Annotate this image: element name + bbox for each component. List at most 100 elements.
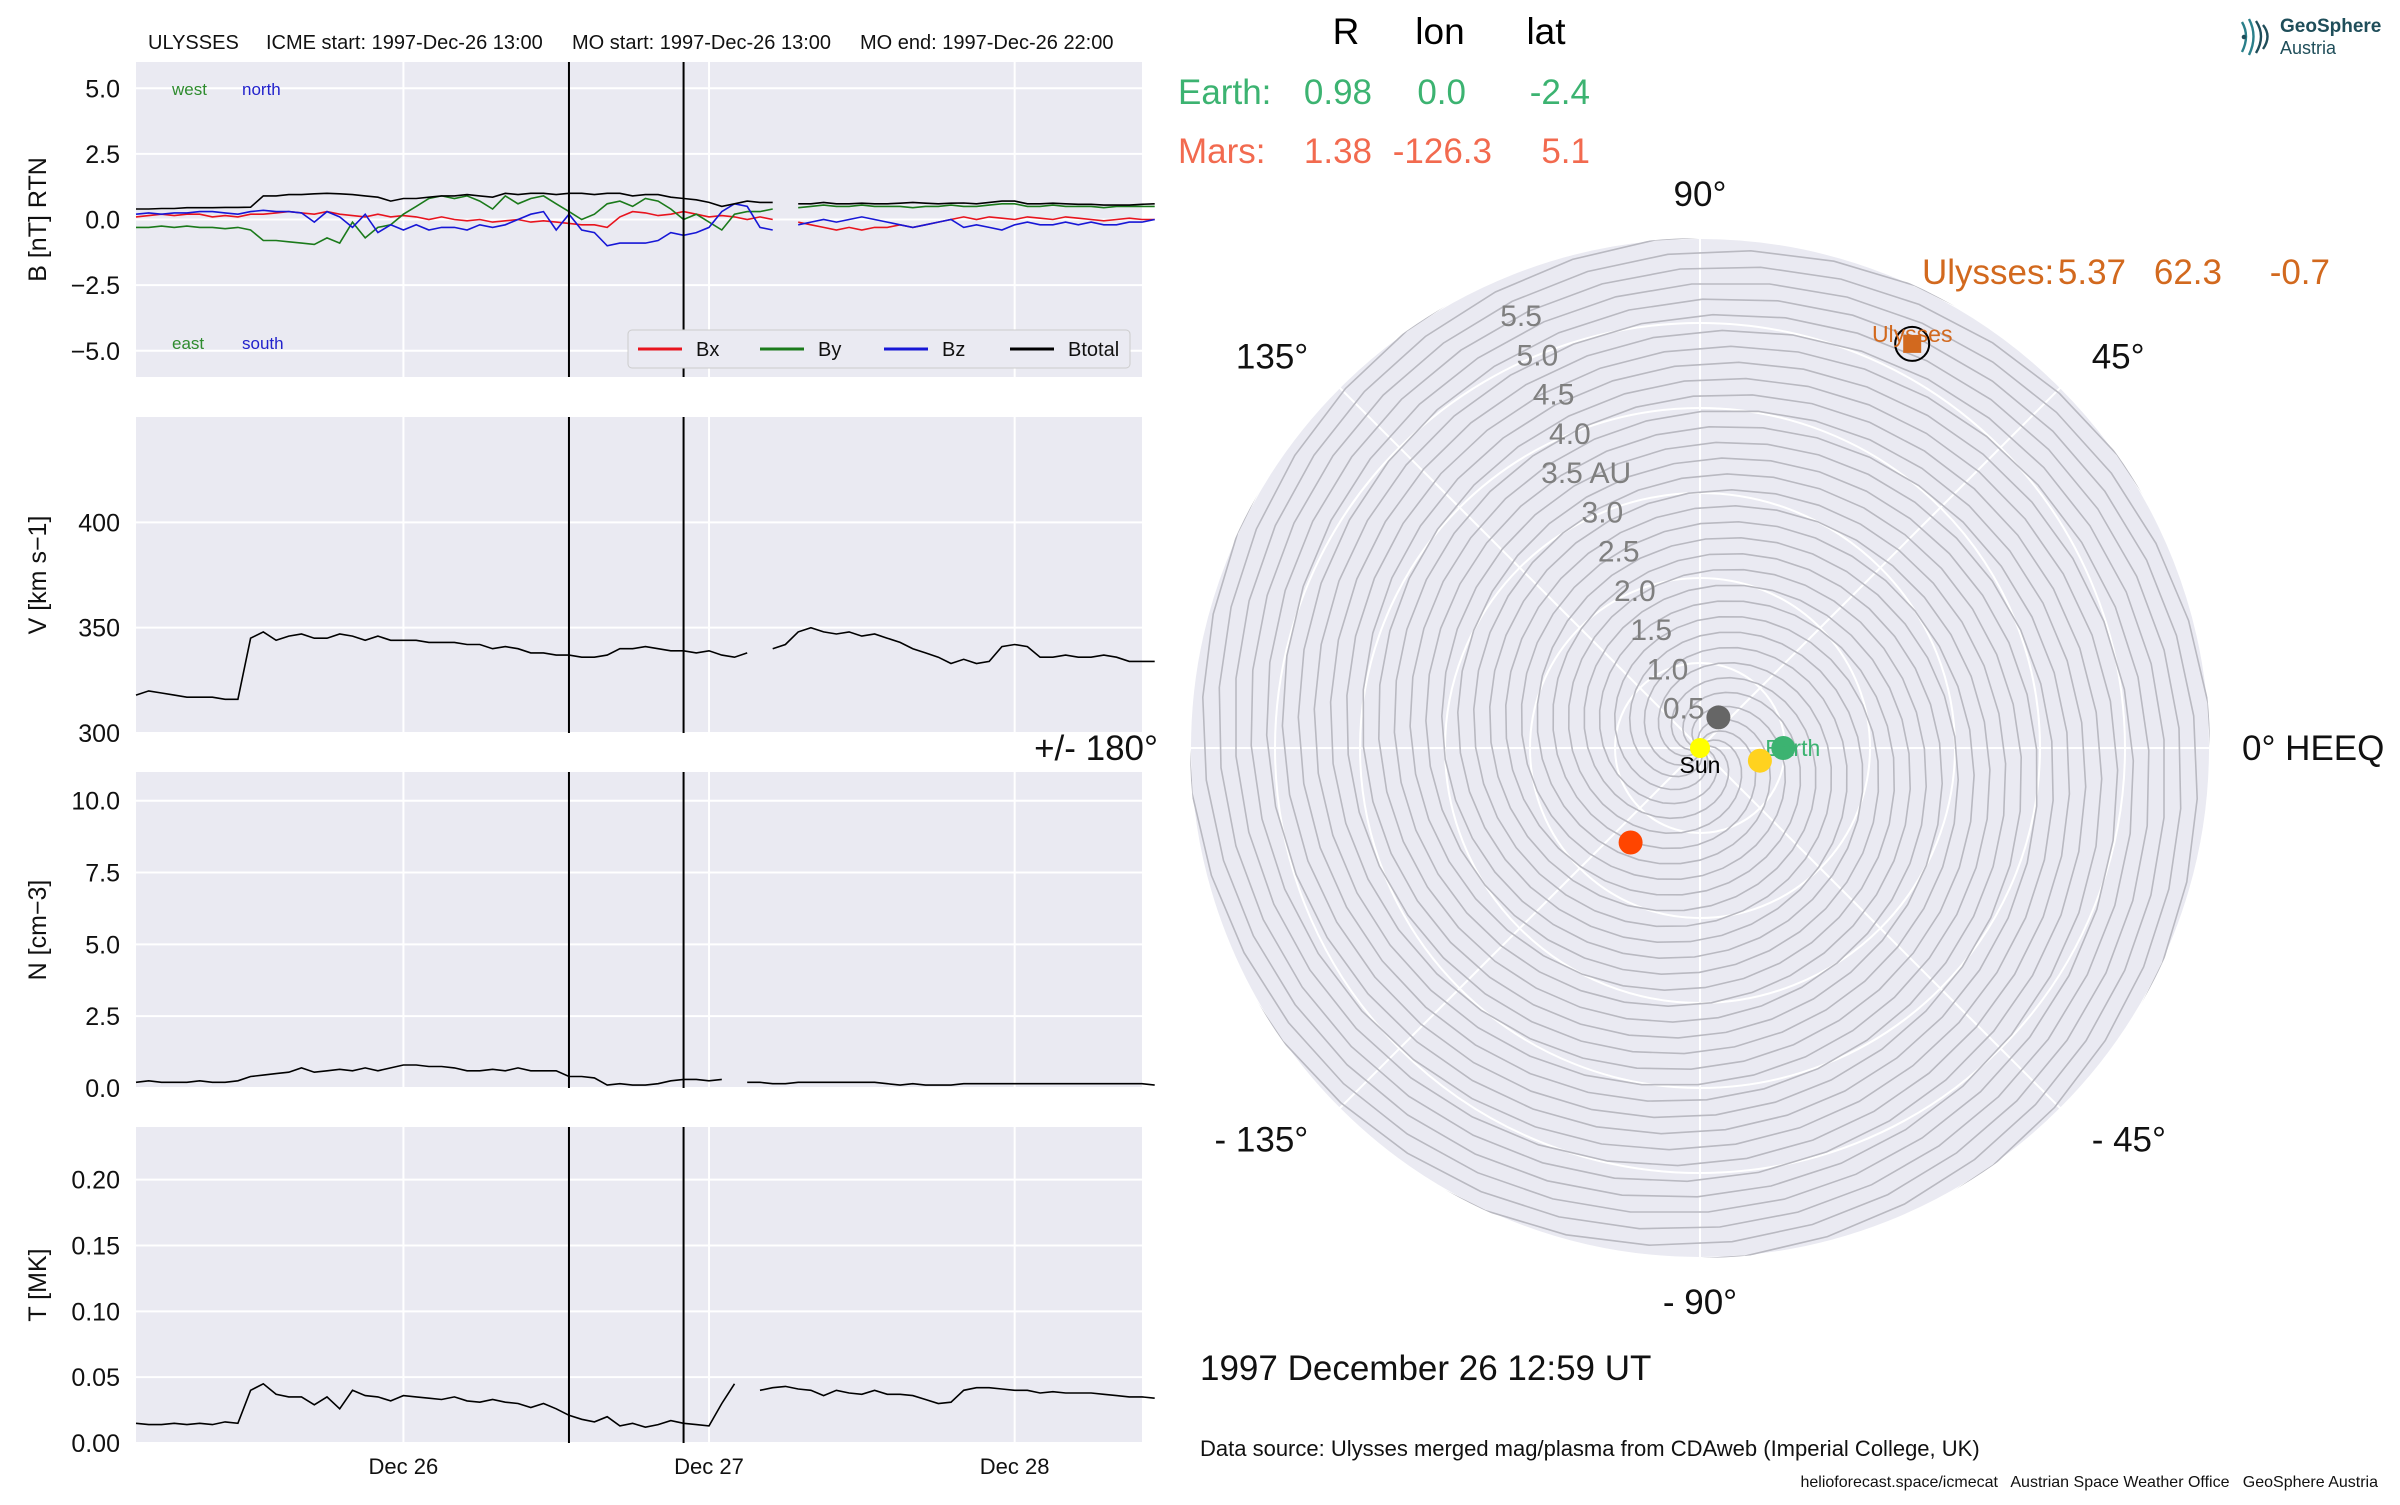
panel-n: 0.0 2.5 5.0 7.5 10.0 N [cm−3] — [24, 772, 1155, 1103]
polar-plot: 0.5 1.0 1.5 2.0 2.5 3.0 3.5 AU 4.0 4.5 5.0 5.5 0° H… — [1034, 11, 2384, 1322]
parker-spiral — [1190, 283, 2210, 1258]
parker-spiral — [1190, 238, 2210, 1230]
y-tick-label: 5.0 — [85, 75, 120, 103]
legend: Bx By Bz Btotal — [627, 329, 1131, 369]
radial-tick-label: 1.0 — [1647, 654, 1689, 687]
angular-gridline — [1699, 747, 2062, 1110]
body-marker — [1747, 748, 1772, 773]
body-marker — [1618, 830, 1643, 855]
annotation-south: south — [242, 334, 284, 353]
angle-label: 90° — [1674, 175, 1727, 214]
table-cell-r: 5.37 — [2058, 253, 2126, 292]
table-row: Mars: 1.38 -126.3 5.1 — [1178, 132, 1590, 171]
x-tick-label: Dec 28 — [980, 1454, 1050, 1479]
radial-tick-label: 5.0 — [1517, 339, 1559, 372]
annotation-west: west — [171, 80, 207, 99]
angle-label: 135° — [1236, 337, 1308, 376]
y-tick-label: 10.0 — [71, 788, 120, 816]
logo-line-2: Austria — [2280, 38, 2337, 58]
legend-frame — [627, 329, 1131, 369]
y-axis-label: T [MK] — [24, 1248, 52, 1321]
table-cell-lat: -0.7 — [2270, 253, 2330, 292]
logo-mark-icon — [2240, 18, 2269, 56]
series-line — [135, 1382, 1155, 1429]
mo-end-label: MO end: 1997-Dec-26 22:00 — [860, 32, 1114, 54]
radial-tick-label: 1.5 — [1630, 614, 1672, 647]
table-header: lon — [1415, 11, 1464, 52]
date-label: 1997 December 26 12:59 UT — [1200, 1349, 1651, 1388]
body-label: Sun — [1680, 752, 1721, 778]
body-ulysses: Ulysses — [1872, 321, 1953, 362]
annotation-north: north — [242, 80, 281, 99]
series-line — [135, 626, 1155, 701]
series-line-btotal — [136, 192, 1155, 210]
angle-label: +/- 180° — [1034, 729, 1158, 768]
table-cell-r: 0.98 — [1304, 73, 1372, 112]
data-source-label: Data source: Ulysses merged mag/plasma f… — [1200, 1436, 1980, 1461]
table-cell-lat: -2.4 — [1530, 73, 1590, 112]
radial-tick-label: 2.0 — [1614, 575, 1656, 608]
logo-line-1: GeoSphere — [2280, 16, 2382, 37]
y-axis-label: N [cm−3] — [24, 880, 52, 981]
body-marker — [1706, 705, 1731, 730]
panel-background — [136, 772, 1142, 1088]
legend-label-btotal: Btotal — [1068, 339, 1119, 361]
parker-spiral — [1235, 238, 2210, 1258]
y-tick-label: 300 — [78, 720, 120, 748]
legend-label-bz: Bz — [942, 339, 965, 361]
body-marker — [1771, 736, 1796, 760]
parker-spiral — [1218, 238, 2210, 1258]
y-tick-label: −2.5 — [71, 272, 120, 300]
y-axis-label: B [nT] RTN — [24, 157, 52, 282]
annotation-east: east — [172, 334, 204, 353]
series-line — [135, 1064, 1155, 1086]
y-tick-label: 5.0 — [85, 931, 120, 959]
body-mercury — [1706, 705, 1731, 730]
angle-label: - 90° — [1663, 1283, 1737, 1322]
x-tick-label: Dec 26 — [369, 1454, 439, 1479]
radial-tick-label: 4.5 — [1533, 379, 1575, 412]
series-line-by — [136, 194, 1155, 246]
body-earth: Earth — [1765, 735, 1820, 761]
y-tick-label: 0.10 — [71, 1298, 120, 1326]
y-axis-label: V [km s−1] — [24, 516, 52, 635]
body-marker-ring — [1894, 325, 1931, 362]
angular-gridline — [1699, 386, 2062, 749]
angular-gridline — [1338, 386, 1701, 749]
y-tick-label: 0.15 — [71, 1233, 120, 1261]
body-marker — [1903, 334, 1922, 353]
panel-t: 0.00 0.05 0.10 0.15 0.20 T [MK] Dec 26 Dec 27 De… — [24, 1127, 1155, 1479]
y-tick-label: 400 — [78, 509, 120, 537]
radial-tick-label: 3.5 AU — [1541, 457, 1631, 490]
legend-label-bx: Bx — [696, 339, 719, 361]
body-marker — [1690, 738, 1710, 758]
y-tick-label: 7.5 — [85, 860, 120, 888]
y-tick-label: 0.0 — [85, 207, 120, 235]
body-label: Ulysses — [1872, 321, 1953, 347]
panel-b: −5.0 −2.5 0.0 2.5 5.0 B [nT] RTN west north east… — [24, 62, 1155, 377]
table-body-name: Mars: — [1178, 132, 1266, 171]
y-tick-label: 350 — [78, 615, 120, 643]
radial-tick-label: 5.5 — [1500, 300, 1542, 333]
table-row: Earth: 0.98 0.0 -2.4 — [1178, 73, 1590, 112]
parker-spiral — [1190, 266, 2210, 1258]
y-tick-label: 0.20 — [71, 1167, 120, 1195]
geosphere-logo: GeoSphere Austria — [2236, 14, 2386, 62]
y-tick-label: 2.5 — [85, 141, 120, 169]
y-tick-label: 0.00 — [71, 1430, 120, 1458]
table-body-name: Ulysses: — [1922, 253, 2054, 292]
body-mars — [1618, 830, 1643, 855]
parker-spiral — [1190, 238, 2210, 1213]
table-cell-lon: -126.3 — [1393, 132, 1492, 171]
panel-v: 300 350 400 V [km s−1] — [24, 417, 1155, 748]
y-tick-label: −5.0 — [71, 338, 120, 366]
table-cell-r: 1.38 — [1304, 132, 1372, 171]
angle-label: - 135° — [1215, 1121, 1309, 1160]
legend-label-by: By — [818, 339, 841, 361]
table-row: Ulysses: 5.37 62.3 -0.7 — [1922, 253, 2330, 292]
panel-background — [136, 1127, 1142, 1443]
angle-label: 0° HEEQ — [2242, 729, 2384, 768]
